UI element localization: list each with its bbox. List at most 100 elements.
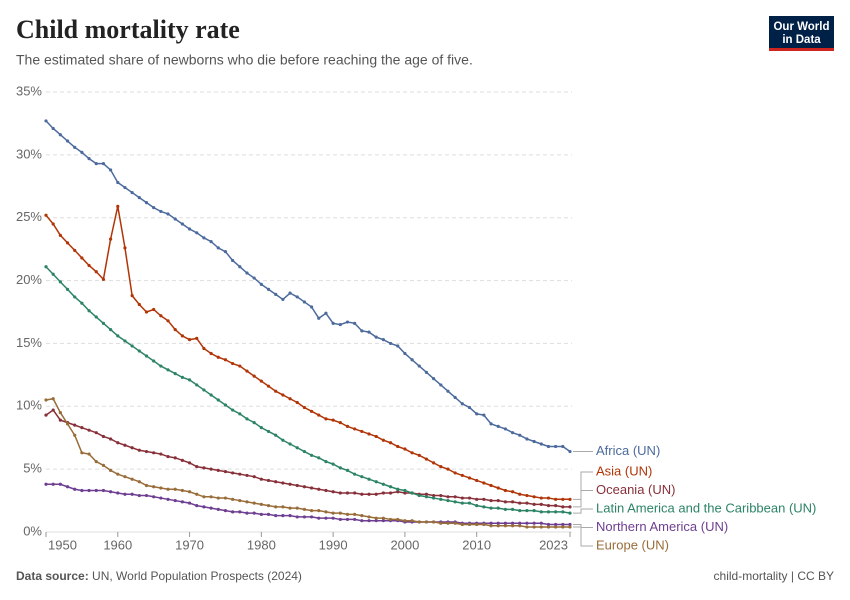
data-point (195, 383, 199, 387)
data-point (288, 514, 292, 518)
data-point (80, 256, 84, 260)
data-point (144, 354, 149, 358)
data-point (238, 265, 242, 269)
data-point (324, 311, 328, 315)
label-leader (573, 526, 593, 547)
data-point (259, 426, 263, 430)
data-point (130, 446, 134, 450)
data-point (510, 490, 515, 494)
data-point (73, 433, 77, 437)
x-tick-label: 2023 (539, 537, 568, 552)
data-point (209, 467, 213, 471)
data-point (432, 520, 436, 524)
data-point (187, 338, 192, 342)
data-point (245, 369, 249, 373)
data-point (381, 482, 385, 486)
data-point (259, 379, 263, 383)
data-point (367, 519, 371, 523)
data-point (223, 470, 228, 474)
data-point (281, 297, 285, 302)
data-point (101, 321, 106, 325)
data-point (116, 491, 120, 495)
data-point (518, 524, 522, 528)
data-point (152, 206, 156, 210)
legend-label: Oceania (UN) (596, 482, 675, 497)
data-point (245, 500, 249, 504)
data-point (503, 488, 507, 493)
data-point (403, 491, 407, 495)
data-point (381, 438, 385, 442)
data-point (338, 517, 342, 522)
data-point (166, 497, 170, 501)
data-point (123, 492, 127, 496)
data-point (460, 501, 464, 505)
data-point (424, 520, 429, 524)
chart-title: Child mortality rate (16, 15, 240, 44)
data-point (109, 468, 113, 472)
data-point (123, 246, 127, 250)
data-point (80, 488, 84, 493)
data-point (223, 250, 228, 254)
data-point (496, 524, 500, 528)
data-point (173, 487, 177, 491)
data-point (539, 496, 543, 500)
data-point (496, 424, 500, 428)
data-point (532, 502, 536, 506)
logo[interactable]: Our World in Data (769, 16, 834, 51)
data-point (475, 412, 479, 416)
data-point (467, 405, 472, 410)
data-point (116, 334, 120, 338)
data-point (331, 516, 335, 520)
data-point (259, 502, 263, 506)
data-point (159, 314, 163, 318)
data-point (58, 280, 62, 284)
data-point (331, 462, 335, 466)
data-point (396, 490, 400, 494)
data-point (367, 477, 371, 481)
legend-label: Latin America and the Caribbean (UN) (596, 500, 816, 515)
data-point (561, 525, 565, 529)
data-point (403, 488, 407, 493)
data-point (73, 248, 77, 252)
data-point (116, 441, 120, 445)
data-point (388, 517, 393, 522)
data-point (525, 493, 529, 498)
data-point (58, 233, 62, 237)
logo-stripe (769, 48, 834, 51)
data-point (360, 475, 364, 479)
data-point (446, 467, 450, 471)
data-point (216, 507, 220, 511)
legend-label: Asia (UN) (596, 463, 652, 478)
data-point (475, 497, 479, 501)
data-point (223, 509, 228, 513)
data-point (388, 491, 393, 495)
data-point (510, 500, 515, 504)
data-point (561, 444, 565, 449)
data-point (152, 495, 156, 499)
data-point (460, 522, 464, 527)
data-point (281, 505, 285, 509)
data-point (152, 451, 156, 455)
data-point (546, 444, 551, 449)
data-point (51, 272, 55, 276)
data-point (439, 493, 443, 498)
data-point (510, 507, 515, 511)
data-point (302, 515, 307, 519)
data-point (460, 473, 464, 478)
data-point (180, 500, 184, 504)
data-point (324, 460, 328, 464)
logo-text: Our World (773, 21, 829, 33)
footer-right: child-mortality | CC BY (714, 569, 834, 583)
data-point (144, 449, 149, 454)
data-point (87, 452, 91, 456)
data-point (274, 514, 278, 518)
data-point (159, 452, 163, 456)
data-point (252, 511, 256, 515)
data-point (432, 493, 436, 498)
x-tick-label: 1990 (319, 537, 348, 552)
data-point (367, 492, 371, 496)
data-point (80, 150, 84, 154)
data-point (317, 413, 321, 417)
data-point (446, 498, 450, 503)
